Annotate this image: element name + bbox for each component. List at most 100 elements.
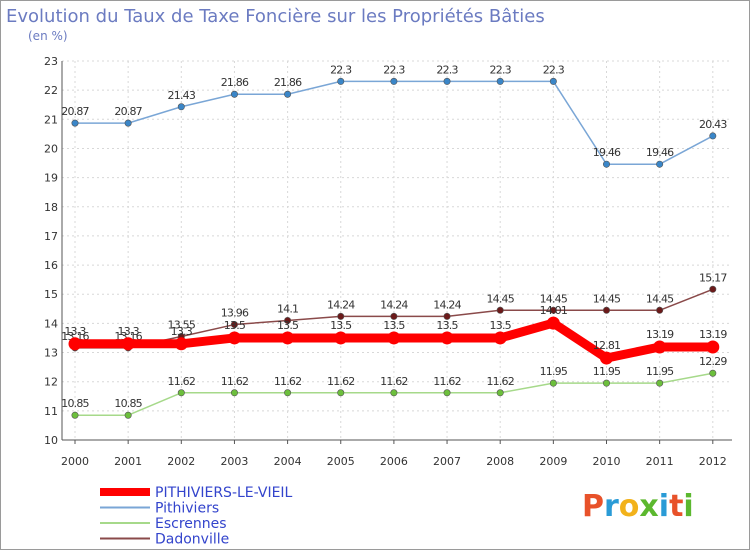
x-tick-label: 2004 [274,455,302,468]
legend-item-pithiviers-le-vieil: PITHIVIERS-LE-VIEIL [100,485,293,501]
data-point-dadonville [390,312,398,320]
data-label-pithiviers-le-vieil: 13.3 [171,325,193,338]
data-point-pithiviers-le-vieil [334,331,348,345]
data-label-escrennes: 12.29 [699,355,727,368]
data-label-escrennes: 11.62 [274,375,302,388]
data-label-pithiviers-le-vieil: 13.5 [436,319,458,332]
data-point-escrennes [656,379,664,387]
data-label-pithiviers: 20.87 [114,105,142,118]
data-point-pithiviers [177,103,185,111]
data-label-pithiviers-le-vieil: 13.19 [646,328,674,341]
x-tick-label: 2009 [539,455,567,468]
data-label-pithiviers-le-vieil: 13.5 [490,319,512,332]
data-label-dadonville: 15.17 [699,271,727,284]
data-label-pithiviers-le-vieil: 14.01 [540,304,568,317]
data-label-pithiviers: 19.46 [593,146,621,159]
y-tick-label: 18 [44,201,58,214]
legend-item-pithiviers: Pithiviers [100,501,219,517]
data-point-dadonville [496,306,504,314]
y-tick-label: 21 [44,113,58,126]
legend-item-dadonville: Dadonville [100,532,229,548]
data-point-escrennes [549,379,557,387]
data-point-pithiviers-le-vieil [68,337,82,351]
data-label-escrennes: 11.62 [221,375,249,388]
data-label-dadonville: 14.24 [327,298,355,311]
data-label-pithiviers: 22.3 [436,63,458,76]
data-label-pithiviers-le-vieil: 13.5 [383,319,405,332]
data-point-dadonville [656,306,664,314]
data-point-dadonville [230,321,238,329]
y-tick-label: 19 [44,172,58,185]
data-label-pithiviers: 22.3 [330,63,352,76]
data-label-escrennes: 10.85 [114,397,142,410]
y-tick-label: 14 [44,317,58,330]
data-label-escrennes: 11.62 [380,375,408,388]
data-point-pithiviers [230,90,238,98]
x-tick-label: 2000 [61,455,89,468]
data-point-pithiviers-le-vieil [281,331,295,345]
data-point-escrennes [496,389,504,397]
proxiti-logo: Proxiti [582,489,694,524]
data-point-escrennes [284,389,292,397]
y-tick-label: 11 [44,405,58,418]
data-point-pithiviers [337,77,345,85]
legend-label: Dadonville [155,532,229,548]
data-point-escrennes [390,389,398,397]
data-label-dadonville: 14.45 [486,292,514,305]
data-label-pithiviers-le-vieil: 13.19 [699,328,727,341]
data-label-escrennes: 11.62 [327,375,355,388]
data-point-dadonville [443,312,451,320]
x-tick-label: 2003 [220,455,248,468]
data-label-pithiviers-le-vieil: 13.5 [224,319,246,332]
data-label-pithiviers: 20.43 [699,118,727,131]
y-tick-label: 13 [44,347,58,360]
legend-label: Escrennes [155,516,227,532]
y-tick-label: 22 [44,84,58,97]
data-label-pithiviers: 22.3 [490,63,512,76]
data-label-pithiviers: 21.43 [168,89,196,102]
data-label-dadonville: 14.45 [646,292,674,305]
data-point-escrennes [71,411,79,419]
data-label-dadonville: 14.45 [593,292,621,305]
data-point-pithiviers [709,132,717,140]
data-point-pithiviers-le-vieil [121,337,135,351]
data-point-pithiviers [496,77,504,85]
series-pithiviers-le-vieil: 13.3 13.3 13.3 13.5 13.5 13.5 13.5 13.5 13.5 14.0… [64,304,728,365]
data-point-pithiviers-le-vieil [653,340,667,354]
data-point-escrennes [177,389,185,397]
plot-area: 10 11 12 13 14 15 16 17 18 19 20 21 22 23 2000 2001 2002… [44,55,732,468]
x-tick-label: 2006 [380,455,408,468]
x-tick-label: 2002 [167,455,195,468]
data-point-pithiviers-le-vieil [440,331,454,345]
data-label-pithiviers-le-vieil: 13.5 [330,319,352,332]
data-point-pithiviers [443,77,451,85]
x-tick-label: 2005 [327,455,355,468]
chart-subtitle: (en %) [28,29,68,43]
data-point-dadonville [284,316,292,324]
series-escrennes: 10.85 10.85 11.62 11.62 11.62 11.62 11.62 11.62… [61,355,728,419]
data-label-dadonville: 14.45 [540,292,568,305]
y-tick-label: 20 [44,142,58,155]
data-label-escrennes: 11.62 [168,375,196,388]
data-label-pithiviers-le-vieil: 13.3 [64,325,86,338]
data-point-pithiviers [71,119,79,127]
data-point-escrennes [124,411,132,419]
data-point-pithiviers [124,119,132,127]
data-label-pithiviers: 19.46 [646,146,674,159]
data-point-escrennes [337,389,345,397]
data-point-dadonville [337,312,345,320]
data-label-pithiviers: 21.86 [221,76,249,89]
data-label-pithiviers: 22.3 [383,63,405,76]
plot-background [62,61,732,440]
data-point-pithiviers-le-vieil [174,337,188,351]
data-point-pithiviers-le-vieil [706,340,720,354]
x-tick-label: 2012 [699,455,727,468]
data-label-dadonville: 14.1 [277,302,298,315]
y-tick-label: 12 [44,376,58,389]
data-label-pithiviers-le-vieil: 13.3 [118,325,140,338]
data-label-dadonville: 14.24 [433,298,461,311]
x-tick-label: 2001 [114,455,142,468]
data-label-escrennes: 11.95 [540,365,568,378]
data-label-escrennes: 10.85 [61,397,89,410]
